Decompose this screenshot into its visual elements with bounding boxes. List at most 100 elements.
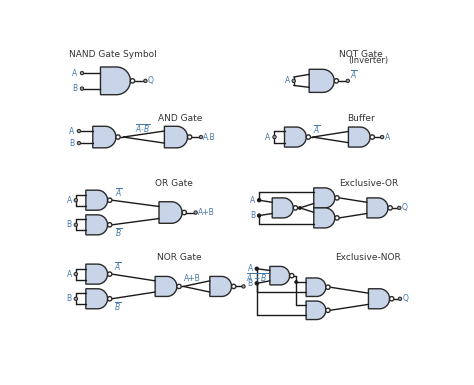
Polygon shape — [368, 289, 390, 309]
Circle shape — [257, 199, 261, 202]
Polygon shape — [86, 190, 108, 210]
Text: $\overline{B}$: $\overline{B}$ — [114, 301, 121, 313]
Polygon shape — [210, 276, 231, 296]
Circle shape — [255, 282, 258, 285]
Polygon shape — [86, 264, 108, 284]
Circle shape — [188, 135, 192, 139]
Circle shape — [292, 79, 295, 82]
Text: NOR Gate: NOR Gate — [157, 253, 202, 261]
Polygon shape — [100, 67, 130, 95]
Polygon shape — [367, 198, 388, 218]
Text: Buffer: Buffer — [347, 114, 374, 123]
Polygon shape — [314, 208, 335, 228]
Circle shape — [257, 199, 261, 202]
Circle shape — [80, 87, 84, 90]
Polygon shape — [306, 301, 326, 320]
Circle shape — [177, 284, 181, 289]
Text: NAND Gate Symbol: NAND Gate Symbol — [69, 50, 157, 59]
Circle shape — [108, 296, 112, 301]
Circle shape — [116, 135, 120, 139]
Text: A: A — [247, 264, 253, 273]
Text: $\overline{A}$: $\overline{A}$ — [115, 187, 123, 199]
Text: A+B: A+B — [183, 274, 200, 283]
Text: $\overline{A}$: $\overline{A}$ — [313, 124, 320, 136]
Polygon shape — [309, 69, 334, 92]
Circle shape — [306, 135, 310, 139]
Text: B: B — [66, 220, 72, 229]
Polygon shape — [348, 127, 370, 147]
Text: Q: Q — [148, 76, 154, 85]
Text: (Inverter): (Inverter) — [348, 56, 389, 65]
Circle shape — [293, 206, 298, 210]
Text: A: A — [72, 69, 77, 78]
Circle shape — [74, 297, 78, 300]
Circle shape — [231, 284, 236, 289]
Circle shape — [298, 206, 301, 209]
Circle shape — [390, 296, 394, 301]
Circle shape — [200, 136, 203, 139]
Polygon shape — [93, 126, 116, 148]
Text: $\overline{A}$: $\overline{A}$ — [114, 261, 122, 273]
Text: Q: Q — [401, 203, 408, 213]
Text: $\overline{A{\cdot}B}$: $\overline{A{\cdot}B}$ — [135, 123, 150, 136]
Circle shape — [257, 214, 261, 217]
Polygon shape — [159, 202, 182, 223]
Text: A.B: A.B — [203, 132, 216, 142]
Text: A: A — [250, 196, 255, 205]
Text: NOT Gate: NOT Gate — [339, 50, 383, 59]
Text: A+B: A+B — [198, 208, 215, 217]
Polygon shape — [270, 266, 290, 285]
Text: B: B — [69, 139, 74, 147]
Circle shape — [326, 285, 330, 290]
Text: A: A — [284, 76, 290, 85]
Polygon shape — [86, 215, 108, 235]
Circle shape — [144, 79, 147, 82]
Text: $\overline{B}$: $\overline{B}$ — [115, 227, 122, 239]
Circle shape — [290, 273, 294, 278]
Text: B: B — [247, 279, 253, 288]
Text: A: A — [384, 132, 390, 142]
Text: $\overline{A}$: $\overline{A}$ — [350, 69, 358, 82]
Text: Exclusive-NOR: Exclusive-NOR — [336, 253, 401, 261]
Circle shape — [255, 267, 258, 270]
Circle shape — [74, 273, 78, 276]
Text: Q: Q — [402, 294, 408, 303]
Circle shape — [273, 136, 276, 139]
Circle shape — [255, 282, 258, 285]
Circle shape — [255, 267, 258, 270]
Circle shape — [295, 281, 298, 284]
Circle shape — [80, 71, 84, 75]
Text: A: A — [265, 132, 271, 142]
Circle shape — [398, 297, 401, 300]
Text: B: B — [250, 211, 255, 220]
Circle shape — [335, 196, 339, 200]
Text: A: A — [66, 270, 72, 279]
Circle shape — [130, 79, 135, 83]
Text: B: B — [72, 84, 77, 93]
Circle shape — [182, 210, 186, 215]
Circle shape — [398, 206, 401, 209]
Text: AND Gate: AND Gate — [157, 114, 202, 123]
Text: B: B — [66, 294, 72, 303]
Circle shape — [370, 135, 374, 139]
Circle shape — [334, 79, 338, 83]
Circle shape — [381, 136, 384, 139]
Circle shape — [74, 199, 78, 202]
Circle shape — [257, 214, 261, 217]
Circle shape — [108, 272, 112, 276]
Circle shape — [108, 223, 112, 227]
Circle shape — [194, 211, 197, 214]
Polygon shape — [86, 289, 108, 309]
Polygon shape — [306, 278, 326, 296]
Polygon shape — [272, 198, 293, 218]
Circle shape — [388, 206, 392, 210]
Circle shape — [77, 129, 81, 133]
Polygon shape — [155, 276, 177, 296]
Text: Exclusive-OR: Exclusive-OR — [339, 179, 398, 187]
Polygon shape — [314, 188, 335, 208]
Circle shape — [74, 223, 78, 226]
Circle shape — [335, 216, 339, 220]
Text: A: A — [66, 196, 72, 205]
Circle shape — [108, 198, 112, 203]
Polygon shape — [284, 127, 306, 147]
